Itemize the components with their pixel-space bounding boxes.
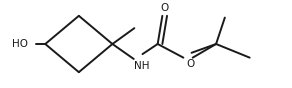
Text: O: O bbox=[187, 59, 195, 69]
Text: O: O bbox=[161, 3, 169, 13]
Text: NH: NH bbox=[134, 61, 150, 71]
Text: HO: HO bbox=[13, 39, 28, 49]
